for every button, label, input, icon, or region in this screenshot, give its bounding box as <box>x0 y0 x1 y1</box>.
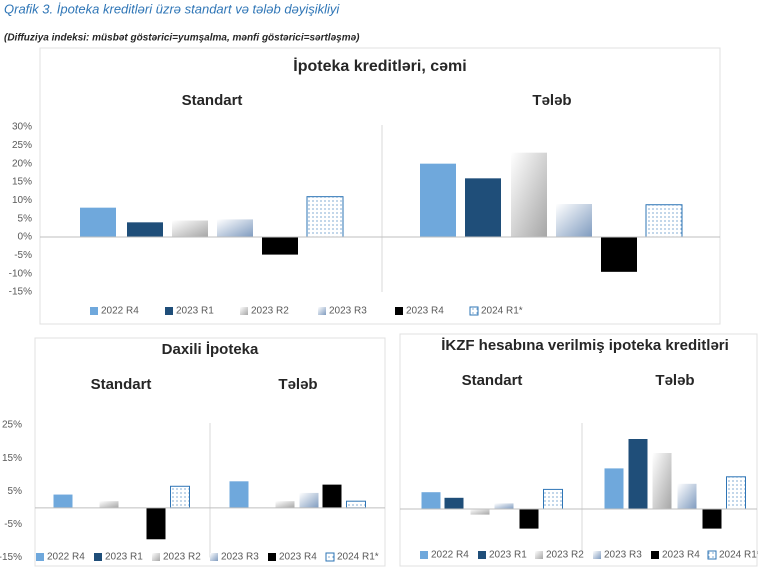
bar <box>322 484 342 508</box>
legend-swatch <box>210 553 218 561</box>
group-label: Standart <box>182 92 243 109</box>
bar <box>652 453 672 509</box>
bar <box>677 483 697 509</box>
y-tick-label: 30% <box>12 122 32 133</box>
legend-swatch <box>165 307 173 315</box>
bar <box>306 196 344 238</box>
legend-label: 2024 R1* <box>337 552 379 563</box>
bar <box>519 509 539 529</box>
group-label: Standart <box>462 372 523 389</box>
legend-label: 2023 R3 <box>329 306 367 317</box>
legend-label: 2022 R4 <box>431 550 469 561</box>
bar <box>645 204 683 238</box>
legend-swatch <box>325 552 335 562</box>
bar <box>80 207 116 237</box>
bar <box>262 237 298 255</box>
bar <box>421 492 441 509</box>
legend-swatch <box>240 307 248 315</box>
y-tick-label: 15% <box>2 453 22 464</box>
bar <box>299 492 319 508</box>
bar <box>275 501 295 508</box>
bar <box>556 204 592 237</box>
panel <box>39 47 721 325</box>
legend-label: 2023 R4 <box>279 552 317 563</box>
legend-label: 2024 R1* <box>481 306 523 317</box>
legend-swatch <box>268 553 276 561</box>
panel <box>34 337 386 567</box>
legend-swatch <box>152 553 160 561</box>
legend-label: 2023 R2 <box>546 550 584 561</box>
legend-label: 2023 R1 <box>105 552 143 563</box>
legend-label: 2022 R4 <box>101 306 139 317</box>
y-tick-label: 10% <box>12 195 32 206</box>
y-tick-label: -15% <box>0 552 22 563</box>
legend-label: 2022 R4 <box>47 552 85 563</box>
legend-label: 2023 R1 <box>489 550 527 561</box>
legend-label: 2023 R3 <box>604 550 642 561</box>
y-tick-label: 20% <box>12 158 32 169</box>
group-label: Tələb <box>278 376 317 393</box>
y-tick-label: 15% <box>12 177 32 188</box>
bar <box>628 439 648 509</box>
y-tick-label: 25% <box>2 420 22 431</box>
bar <box>146 507 166 540</box>
bar <box>465 178 501 237</box>
legend-label: 2024 R1* <box>719 550 758 561</box>
legend-swatch <box>707 550 717 560</box>
legend-swatch <box>420 551 428 559</box>
chart-title: Daxili İpoteka <box>162 341 259 358</box>
bar <box>217 219 253 237</box>
legend-swatch <box>36 553 44 561</box>
legend-label: 2023 R2 <box>163 552 201 563</box>
bar <box>127 222 163 237</box>
figure-subtitle: (Diffuziya indeksi: müsbət göstərici=yum… <box>4 33 360 44</box>
bar <box>702 509 722 529</box>
bar <box>444 497 464 509</box>
legend-swatch <box>94 553 102 561</box>
bar <box>543 488 563 510</box>
legend-swatch <box>318 307 326 315</box>
legend-swatch <box>593 551 601 559</box>
bar <box>604 468 624 509</box>
bar <box>346 500 366 509</box>
bar <box>726 476 746 510</box>
y-tick-label: 5% <box>18 213 33 224</box>
group-label: Tələb <box>655 372 694 389</box>
y-tick-label: -10% <box>9 268 32 279</box>
legend-swatch <box>478 551 486 559</box>
legend-label: 2023 R4 <box>662 550 700 561</box>
bar <box>494 503 514 509</box>
legend-label: 2023 R4 <box>406 306 444 317</box>
bar <box>229 481 249 508</box>
legend-swatch <box>469 306 479 316</box>
bar <box>420 163 456 237</box>
legend-swatch <box>90 307 98 315</box>
bar <box>511 152 547 237</box>
panel <box>399 333 758 567</box>
bar <box>53 494 73 508</box>
figure-title: Qrafik 3. İpoteka kreditləri üzrə standa… <box>4 1 340 16</box>
legend-label: 2023 R1 <box>176 306 214 317</box>
bar <box>601 237 637 272</box>
bar <box>172 220 208 237</box>
legend-swatch <box>535 551 543 559</box>
group-label: Tələb <box>532 92 571 109</box>
y-tick-label: 0% <box>18 232 33 243</box>
bar <box>470 509 490 515</box>
legend-label: 2023 R3 <box>221 552 259 563</box>
y-tick-label: -5% <box>14 250 32 261</box>
bar <box>99 501 119 508</box>
legend-swatch <box>395 307 403 315</box>
y-tick-label: 25% <box>12 140 32 151</box>
group-label: Standart <box>91 376 152 393</box>
legend-label: 2023 R2 <box>251 306 289 317</box>
bar <box>170 485 190 509</box>
y-tick-label: -5% <box>4 519 22 530</box>
legend-swatch <box>651 551 659 559</box>
chart-title: İKZF hesabına verilmiş ipoteka kreditlər… <box>441 337 729 354</box>
y-tick-label: -15% <box>9 287 32 298</box>
chart-title: İpoteka kreditləri, cəmi <box>293 57 466 75</box>
y-tick-label: 5% <box>8 486 23 497</box>
